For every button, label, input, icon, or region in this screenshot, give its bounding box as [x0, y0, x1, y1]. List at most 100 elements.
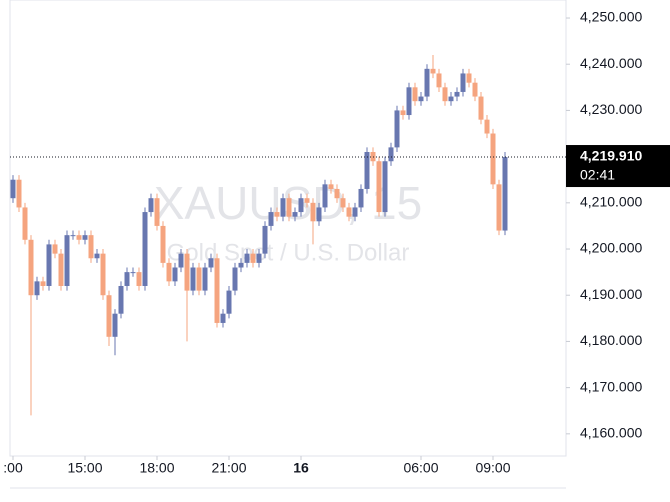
candle-body [202, 267, 208, 291]
candle-body [490, 133, 496, 185]
candle-body [496, 184, 502, 231]
candle-body [70, 235, 76, 237]
candle-body [460, 73, 466, 92]
candle-body [274, 212, 280, 217]
x-tick-label: 15:00 [67, 460, 102, 476]
y-tick-label: 4,190.000 [580, 286, 642, 302]
candle-body [16, 179, 22, 208]
candle-body [88, 235, 94, 259]
candle-body [82, 235, 88, 240]
candle-body [376, 161, 382, 213]
candle-body [400, 110, 406, 116]
candle-body [448, 96, 454, 102]
candle-body [148, 198, 154, 213]
candle-body [124, 272, 130, 286]
candle-body [268, 212, 274, 226]
candle-body [388, 147, 394, 162]
x-tick-label: 16 [293, 460, 309, 476]
candle-body [334, 188, 340, 199]
candle-body [10, 179, 16, 199]
candle-body [112, 313, 118, 337]
candle-body [304, 198, 310, 203]
candle-body [328, 184, 334, 189]
plot-frame [9, 0, 567, 457]
candle-body [208, 258, 214, 268]
last-price-label: 4,219.910 [580, 148, 642, 164]
candle-body [412, 87, 418, 102]
candle-body [28, 239, 34, 296]
candle-body [94, 253, 100, 259]
candle-body [166, 262, 172, 282]
candle-body [484, 119, 490, 134]
y-tick-label: 4,250.000 [580, 9, 642, 25]
candle-body [310, 202, 316, 222]
y-tick-label: 4,180.000 [580, 332, 642, 348]
x-tick-label: 06:00 [403, 460, 438, 476]
candle-body [298, 198, 304, 213]
candle-body [220, 313, 226, 323]
candle-body [106, 295, 112, 337]
candle-body [256, 253, 262, 263]
candle-body [442, 87, 448, 102]
candle-body [40, 281, 46, 286]
y-tick-label: 4,230.000 [580, 101, 642, 117]
y-tick-label: 4,240.000 [580, 55, 642, 71]
x-tick-label: 18:00 [139, 460, 174, 476]
candle-body [184, 253, 190, 291]
candle-body [172, 267, 178, 282]
candle-body [382, 161, 388, 213]
candle-body [358, 188, 364, 208]
candle-body [364, 152, 370, 189]
candle-body [64, 235, 70, 286]
candle-body [154, 198, 160, 226]
candle-body [502, 157, 508, 231]
candle-body [466, 73, 472, 83]
candle-body [394, 110, 400, 148]
candle-body [46, 244, 52, 286]
candle-body [280, 198, 286, 217]
candle-body [34, 281, 40, 296]
candle-body [22, 207, 28, 240]
candle-body [238, 262, 244, 268]
y-tick-label: 4,160.000 [580, 425, 642, 441]
watermark-subtitle: Gold Spot / U.S. Dollar [167, 239, 410, 266]
candle-body [76, 235, 82, 240]
candle-body [340, 198, 346, 208]
candle-body [52, 244, 58, 254]
candle-body [286, 198, 292, 217]
last-price-box [566, 145, 670, 188]
candle-body [130, 272, 136, 274]
x-tick-label: :00 [3, 460, 23, 476]
candle-body [262, 225, 268, 254]
candle-body [346, 207, 352, 217]
candle-body [316, 207, 322, 222]
y-tick-label: 4,210.000 [580, 194, 642, 210]
candle-body [478, 96, 484, 120]
candle-body [118, 285, 124, 314]
candle-body [178, 253, 184, 268]
candle-body [406, 87, 412, 116]
candle-body [430, 68, 436, 74]
candle-body [214, 258, 220, 323]
candle-body [436, 73, 442, 88]
candle-body [160, 225, 166, 263]
candle-body [196, 267, 202, 291]
countdown-label: 02:41 [580, 167, 615, 183]
candle-body [226, 290, 232, 314]
candle-body [100, 253, 106, 296]
y-tick-label: 4,200.000 [580, 240, 642, 256]
candle-body [472, 82, 478, 97]
candle-body [142, 212, 148, 286]
candle-body [292, 212, 298, 217]
x-tick-label: 09:00 [475, 460, 510, 476]
candle-body [244, 253, 250, 263]
x-tick-label: 21:00 [211, 460, 246, 476]
y-tick-label: 4,170.000 [580, 378, 642, 394]
candle-body [250, 253, 256, 263]
candle-body [424, 68, 430, 97]
candle-body [190, 267, 196, 291]
candle-body [58, 253, 64, 286]
candle-body [322, 184, 328, 208]
